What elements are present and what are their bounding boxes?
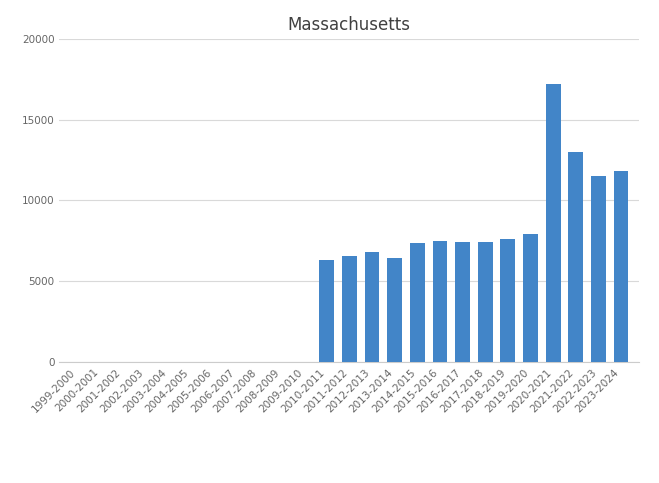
Bar [478,242,492,362]
Title: Massachusetts: Massachusetts [288,16,411,34]
Bar [546,84,561,362]
Bar [523,234,538,362]
Bar [387,258,402,362]
Bar [569,152,583,362]
Bar [500,239,515,362]
Bar [614,171,629,362]
Bar [432,241,447,362]
Bar [455,242,470,362]
Bar [364,252,380,362]
Bar [591,176,606,362]
Bar [319,259,334,362]
Bar [342,256,357,362]
Bar [410,242,424,362]
